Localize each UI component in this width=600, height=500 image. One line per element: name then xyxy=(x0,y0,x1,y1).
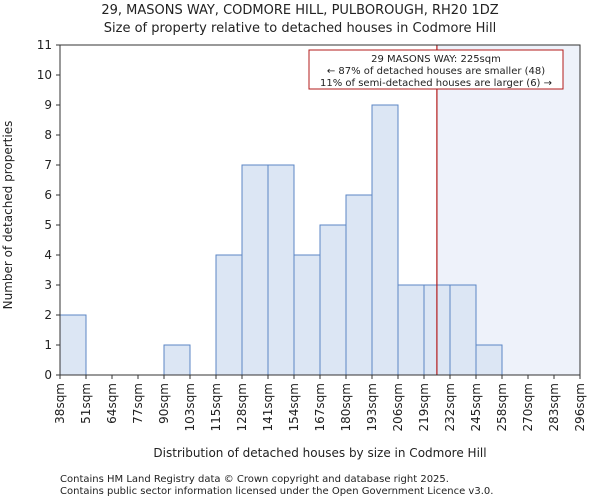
bar-245sqm xyxy=(475,344,503,376)
y-axis-label: Number of detached properties xyxy=(1,121,15,310)
x-tick-label: 128sqm xyxy=(235,383,249,431)
x-axis-label: Distribution of detached houses by size … xyxy=(153,446,486,460)
x-tick-label: 51sqm xyxy=(79,383,93,424)
annotation-line-1: 29 MASONS WAY: 225sqm xyxy=(371,54,501,65)
y-tick-label: 4 xyxy=(44,248,52,262)
bar-38sqm xyxy=(59,314,87,376)
x-tick-label: 141sqm xyxy=(261,383,275,431)
annotation-line-3: 11% of semi-detached houses are larger (… xyxy=(320,78,552,89)
bar-193sqm xyxy=(371,104,399,376)
x-tick-label: 103sqm xyxy=(183,383,197,431)
x-tick-label: 167sqm xyxy=(313,383,327,431)
bar-232sqm xyxy=(449,284,477,376)
y-tick-label: 8 xyxy=(44,128,52,142)
y-tick-label: 2 xyxy=(44,308,52,322)
x-tick-label: 115sqm xyxy=(209,383,223,431)
x-tick-label: 38sqm xyxy=(53,383,67,424)
x-tick-label: 283sqm xyxy=(547,383,561,431)
bar-167sqm xyxy=(319,224,347,376)
x-tick-label: 270sqm xyxy=(521,383,535,431)
bar-115sqm xyxy=(215,254,243,376)
footer-line-1: Contains HM Land Registry data © Crown c… xyxy=(60,474,449,485)
y-tick-label: 1 xyxy=(44,338,52,352)
x-tick-label: 206sqm xyxy=(391,383,405,431)
x-tick-label: 180sqm xyxy=(339,383,353,431)
bar-141sqm xyxy=(267,164,295,376)
y-tick-label: 11 xyxy=(37,38,52,52)
bar-180sqm xyxy=(345,194,373,376)
annotation-line-2: ← 87% of detached houses are smaller (48… xyxy=(327,66,545,77)
chart-subtitle: Size of property relative to detached ho… xyxy=(104,21,497,36)
y-tick-label: 0 xyxy=(44,368,52,382)
bar-90sqm xyxy=(163,344,191,376)
x-tick-label: 154sqm xyxy=(287,383,301,431)
y-tick-label: 10 xyxy=(37,68,52,82)
x-tick-label: 232sqm xyxy=(443,383,457,431)
y-tick-label: 3 xyxy=(44,278,52,292)
x-tick-label: 245sqm xyxy=(469,383,483,431)
chart-title: 29, MASONS WAY, CODMORE HILL, PULBOROUGH… xyxy=(101,3,498,18)
bar-206sqm xyxy=(397,284,425,376)
x-tick-label: 219sqm xyxy=(417,383,431,431)
footer-line-2: Contains public sector information licen… xyxy=(60,486,493,497)
bar-154sqm xyxy=(293,254,321,376)
bar-128sqm xyxy=(241,164,269,376)
x-tick-label: 258sqm xyxy=(495,383,509,431)
x-tick-label: 296sqm xyxy=(573,383,587,431)
y-tick-label: 9 xyxy=(44,98,52,112)
x-tick-label: 64sqm xyxy=(105,383,119,424)
x-tick-label: 90sqm xyxy=(157,383,171,424)
y-tick-label: 6 xyxy=(44,188,52,202)
y-tick-label: 7 xyxy=(44,158,52,172)
x-tick-label: 193sqm xyxy=(365,383,379,431)
y-tick-label: 5 xyxy=(44,218,52,232)
x-tick-label: 77sqm xyxy=(131,383,145,424)
annotation-box: 29 MASONS WAY: 225sqm ← 87% of detached … xyxy=(308,49,564,90)
